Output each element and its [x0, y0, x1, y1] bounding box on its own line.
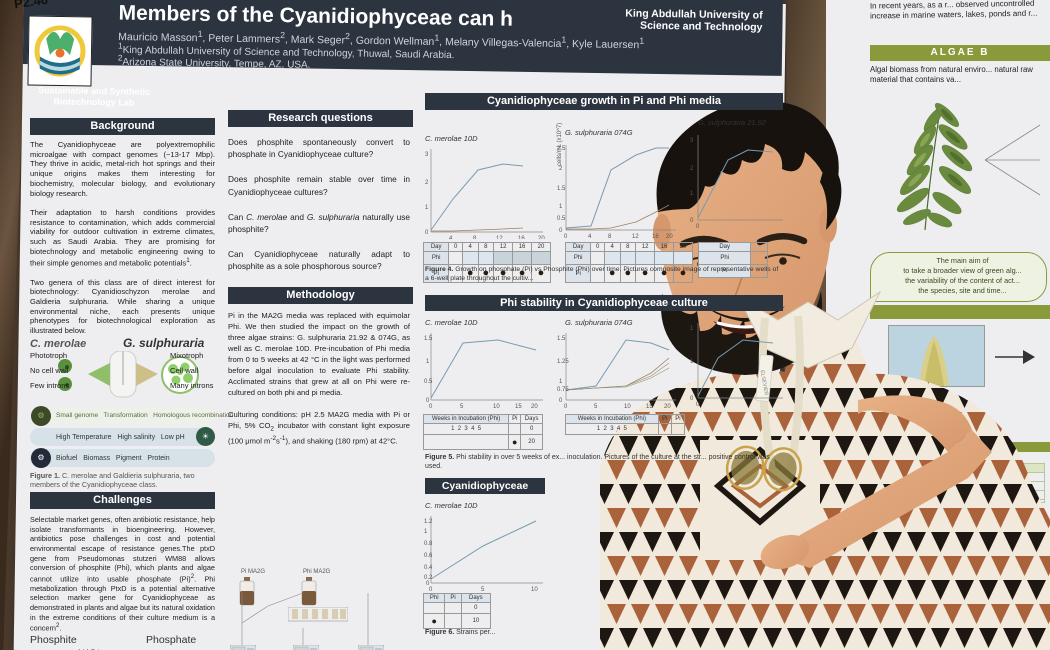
svg-text:0: 0	[564, 234, 568, 240]
svg-text:20: 20	[538, 236, 545, 239]
svg-text:4: 4	[588, 234, 592, 240]
svg-text:20: 20	[666, 234, 673, 240]
svg-text:12: 12	[632, 234, 639, 240]
svg-text:1.5: 1.5	[424, 336, 433, 342]
svg-text:10: 10	[624, 404, 631, 408]
svg-text:0: 0	[696, 224, 700, 230]
svg-text:1.25: 1.25	[557, 359, 569, 365]
svg-text:0: 0	[429, 587, 433, 591]
svg-text:1: 1	[690, 326, 694, 332]
svg-text:1.5: 1.5	[557, 336, 566, 342]
svg-text:0.4: 0.4	[424, 565, 433, 571]
svg-text:1: 1	[690, 191, 694, 197]
svg-text:0: 0	[425, 230, 429, 236]
svg-text:15: 15	[515, 404, 522, 408]
svg-text:2: 2	[425, 180, 429, 186]
svg-text:0: 0	[564, 404, 568, 408]
svg-text:1: 1	[424, 529, 428, 535]
svg-text:2.5: 2.5	[557, 146, 566, 152]
svg-text:3: 3	[425, 152, 429, 158]
svg-text:12: 12	[496, 236, 503, 239]
svg-text:0.75: 0.75	[557, 387, 569, 393]
svg-text:20: 20	[664, 404, 671, 408]
svg-text:1: 1	[690, 359, 694, 365]
svg-text:0: 0	[559, 228, 563, 234]
svg-text:10: 10	[493, 404, 500, 408]
svg-text:1.5: 1.5	[557, 186, 566, 192]
svg-text:10: 10	[531, 587, 538, 591]
svg-text:5: 5	[481, 587, 485, 591]
svg-text:2: 2	[690, 166, 694, 172]
svg-text:5: 5	[594, 404, 598, 408]
svg-text:0: 0	[696, 402, 700, 408]
svg-text:20: 20	[531, 404, 538, 408]
svg-text:0: 0	[690, 396, 694, 402]
svg-text:0: 0	[559, 398, 563, 404]
svg-text:0.8: 0.8	[424, 541, 433, 547]
svg-text:1.2: 1.2	[424, 519, 433, 525]
svg-text:1: 1	[559, 204, 563, 210]
svg-text:1: 1	[425, 205, 429, 211]
svg-text:16: 16	[652, 234, 659, 240]
svg-text:3: 3	[690, 138, 694, 144]
svg-text:4: 4	[449, 236, 453, 239]
svg-text:1: 1	[426, 359, 430, 365]
svg-text:15: 15	[646, 404, 653, 408]
svg-text:8: 8	[608, 234, 612, 240]
svg-text:0: 0	[690, 218, 694, 224]
svg-text:1: 1	[559, 379, 563, 385]
svg-text:5: 5	[460, 404, 464, 408]
svg-text:0: 0	[429, 404, 433, 408]
svg-text:0.5: 0.5	[424, 379, 433, 385]
svg-text:0.5: 0.5	[557, 216, 566, 222]
svg-text:8: 8	[473, 236, 477, 239]
svg-text:0.6: 0.6	[424, 553, 433, 559]
svg-text:2: 2	[559, 166, 563, 172]
svg-text:16: 16	[518, 236, 525, 239]
